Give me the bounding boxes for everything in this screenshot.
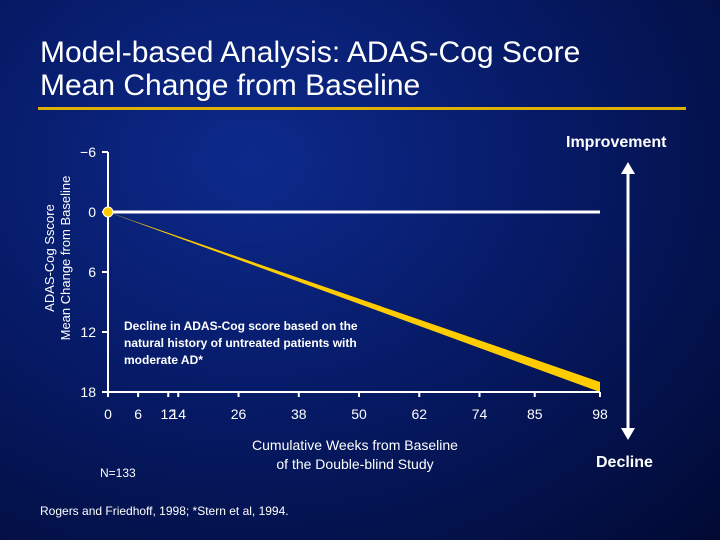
x-axis-label-line-1: Cumulative Weeks from Baseline xyxy=(252,437,458,453)
x-axis-label-line-2: of the Double-blind Study xyxy=(276,456,434,472)
x-tick-label: 6 xyxy=(134,406,142,422)
x-tick-label: 85 xyxy=(527,406,543,422)
x-tick-label: 98 xyxy=(592,406,608,422)
decline-annotation: Decline in ADAS-Cog score based on the n… xyxy=(124,319,358,367)
baseline-marker xyxy=(102,206,114,218)
y-tick-label: 12 xyxy=(80,324,96,340)
x-tick-label: 26 xyxy=(231,406,247,422)
x-axis-label: Cumulative Weeks from Baseline of the Do… xyxy=(200,436,510,474)
page-title: Model-based Analysis: ADAS-Cog Score Mea… xyxy=(40,36,700,102)
title-line-1: Model-based Analysis: ADAS-Cog Score xyxy=(40,36,581,69)
x-tick-label: 14 xyxy=(170,406,186,422)
y-tick-label: 6 xyxy=(88,264,96,280)
improvement-arrowhead xyxy=(621,162,635,174)
x-tick-label: 62 xyxy=(411,406,427,422)
x-tick-label: 74 xyxy=(472,406,488,422)
x-tick-label: 50 xyxy=(351,406,367,422)
decline-band xyxy=(108,212,600,392)
improvement-label: Improvement xyxy=(566,134,667,151)
decline-label: Decline xyxy=(596,454,653,471)
y-axis-label: ADAS-Cog Sscore Mean Change from Baselin… xyxy=(42,128,78,388)
sample-size-note: N=133 xyxy=(100,466,136,480)
x-tick-label: 12 xyxy=(160,406,176,422)
title-line-2: Mean Change from Baseline xyxy=(40,69,421,102)
y-axis-label-line-2: Mean Change from Baseline xyxy=(58,175,73,341)
x-tick-label: 38 xyxy=(291,406,307,422)
y-tick-label: 18 xyxy=(80,384,96,400)
y-tick-label: 0 xyxy=(88,204,96,220)
y-tick-label: −6 xyxy=(80,144,96,160)
decline-arrowhead xyxy=(621,428,635,440)
citation-footnote: Rogers and Friedhoff, 1998; *Stern et al… xyxy=(40,504,289,518)
title-divider xyxy=(38,107,686,110)
x-tick-label: 0 xyxy=(104,406,112,422)
y-axis-label-line-1: ADAS-Cog Sscore xyxy=(42,204,57,312)
